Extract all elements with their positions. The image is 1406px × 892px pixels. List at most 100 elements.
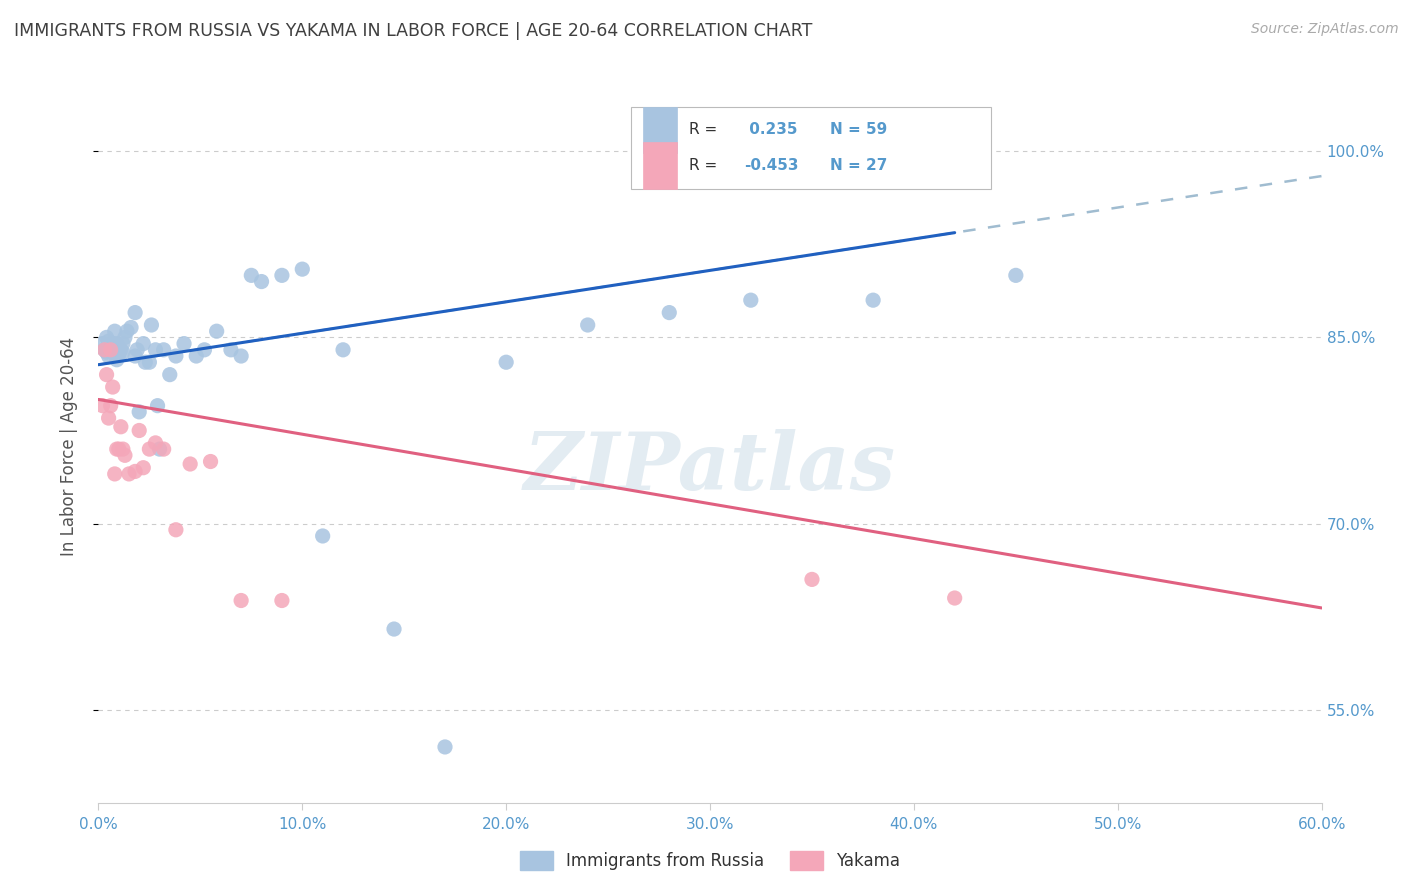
Point [382, 622, 405, 636]
Point [97, 334, 120, 348]
Point [110, 343, 132, 357]
Point [250, 275, 273, 289]
Point [97, 340, 120, 354]
Point [108, 340, 131, 354]
Point [312, 529, 335, 543]
Point [110, 419, 132, 434]
Point [132, 460, 155, 475]
Point [141, 318, 163, 332]
Text: ZIPatlas: ZIPatlas [524, 429, 896, 506]
Point [270, 593, 294, 607]
Text: R =: R = [689, 122, 723, 137]
Point [291, 262, 314, 277]
Point [118, 467, 141, 481]
Point [105, 352, 128, 367]
Point [173, 336, 195, 351]
Point [240, 268, 263, 283]
Point [96, 345, 118, 359]
Point [165, 523, 187, 537]
Point [96, 368, 118, 382]
Point [186, 349, 208, 363]
Point [104, 324, 127, 338]
Point [200, 454, 222, 468]
Point [105, 336, 128, 351]
Point [270, 268, 294, 283]
Text: Source: ZipAtlas.com: Source: ZipAtlas.com [1251, 22, 1399, 37]
Point [132, 336, 155, 351]
Point [101, 336, 124, 351]
Point [114, 448, 136, 462]
Text: N = 27: N = 27 [830, 158, 887, 173]
Point [138, 442, 160, 456]
Point [93, 343, 115, 357]
Point [97, 411, 120, 425]
Point [111, 442, 134, 456]
Point [231, 593, 253, 607]
Point [91, 399, 114, 413]
Point [120, 320, 142, 334]
Point [943, 591, 966, 605]
Point [127, 343, 149, 357]
Point [93, 343, 115, 357]
Point [332, 343, 354, 357]
Point [100, 339, 122, 353]
Point [100, 343, 122, 357]
Point [193, 343, 215, 357]
Point [179, 457, 201, 471]
Point [658, 305, 681, 319]
Point [128, 424, 150, 438]
Point [108, 442, 131, 456]
Point [152, 343, 174, 357]
Text: 0.235: 0.235 [744, 122, 797, 137]
Point [576, 318, 599, 332]
Point [134, 355, 156, 369]
Point [124, 349, 146, 363]
FancyBboxPatch shape [643, 107, 678, 153]
Point [434, 739, 457, 754]
Point [105, 345, 128, 359]
Point [1004, 268, 1026, 283]
Point [205, 324, 228, 338]
Point [105, 442, 128, 456]
Point [152, 442, 174, 456]
Point [159, 368, 181, 382]
Point [862, 293, 884, 308]
FancyBboxPatch shape [630, 107, 991, 189]
Point [128, 405, 150, 419]
Point [165, 349, 187, 363]
Point [104, 343, 127, 357]
Point [231, 349, 253, 363]
Point [101, 380, 124, 394]
Point [145, 436, 167, 450]
Point [115, 324, 138, 338]
Point [108, 348, 131, 362]
Point [145, 343, 167, 357]
Point [124, 305, 146, 319]
Point [114, 330, 136, 344]
Legend: Immigrants from Russia, Yakama: Immigrants from Russia, Yakama [513, 844, 907, 877]
Point [146, 399, 169, 413]
Point [100, 399, 122, 413]
Point [740, 293, 762, 308]
Point [111, 336, 134, 351]
FancyBboxPatch shape [643, 143, 678, 189]
Point [124, 465, 146, 479]
Text: N = 59: N = 59 [830, 122, 887, 137]
Point [138, 355, 160, 369]
Point [149, 442, 172, 456]
Point [97, 349, 120, 363]
Point [100, 343, 122, 357]
Text: -0.453: -0.453 [744, 158, 799, 173]
Y-axis label: In Labor Force | Age 20-64: In Labor Force | Age 20-64 [59, 336, 77, 556]
Text: R =: R = [689, 158, 723, 173]
Point [801, 573, 824, 587]
Point [91, 336, 114, 351]
Point [219, 343, 242, 357]
Point [495, 355, 517, 369]
Point [108, 345, 131, 359]
Point [111, 345, 134, 359]
Point [101, 345, 124, 359]
Text: IMMIGRANTS FROM RUSSIA VS YAKAMA IN LABOR FORCE | AGE 20-64 CORRELATION CHART: IMMIGRANTS FROM RUSSIA VS YAKAMA IN LABO… [14, 22, 813, 40]
Point [96, 330, 118, 344]
Point [104, 467, 127, 481]
